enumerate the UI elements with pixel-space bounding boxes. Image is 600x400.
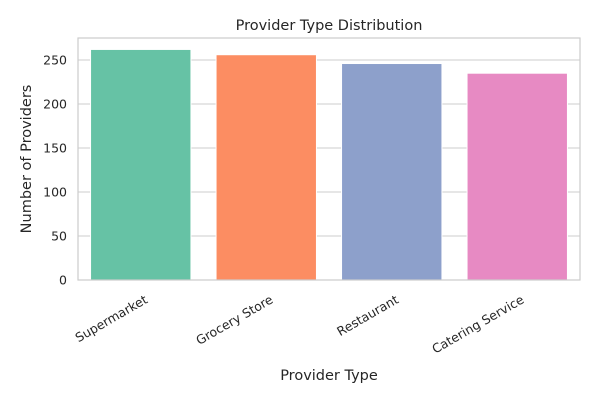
- y-tick-label: 50: [51, 229, 67, 244]
- y-axis-label: Number of Providers: [19, 85, 35, 234]
- x-tick-label: Supermarket: [72, 292, 150, 345]
- x-tick-label: Catering Service: [429, 292, 527, 357]
- bar-restaurant: [341, 63, 443, 281]
- y-axis-ticks: 0 50 100 150 200 250: [43, 53, 67, 288]
- plot-frame: [77, 37, 581, 281]
- chart-title: Provider Type Distribution: [236, 18, 423, 34]
- y-tick-label: 150: [43, 141, 67, 156]
- x-axis-ticks: Supermarket Grocery Store Restaurant Cateri…: [72, 292, 526, 357]
- y-tick-label: 100: [43, 185, 67, 200]
- x-axis-label: Provider Type: [280, 368, 378, 384]
- x-tick-label: Restaurant: [334, 292, 401, 339]
- bar-catering-service: [466, 72, 568, 281]
- x-tick-label: Grocery Store: [193, 292, 276, 348]
- y-tick-label: 200: [43, 97, 67, 112]
- bar-grocery-store: [215, 54, 317, 281]
- bar-supermarket: [90, 48, 192, 281]
- y-tick-label: 250: [43, 53, 67, 68]
- y-tick-label: 0: [59, 273, 67, 288]
- bars: [90, 48, 568, 281]
